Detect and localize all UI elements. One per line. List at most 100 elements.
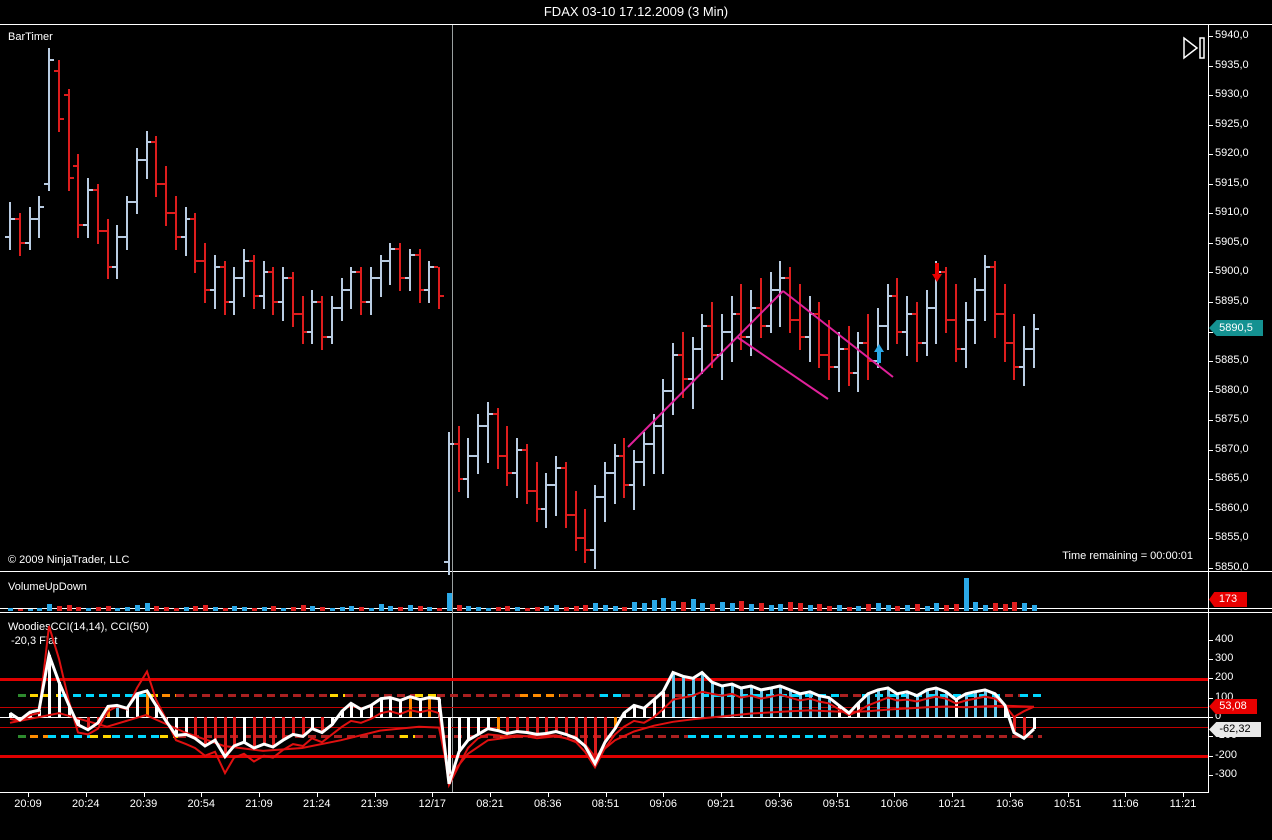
price-bar-close-tick bbox=[323, 336, 327, 339]
cci-chop-lower-segment bbox=[90, 735, 112, 738]
cci-histogram-bar bbox=[350, 703, 353, 717]
cci-chop-lower-segment bbox=[515, 735, 688, 738]
price-bar-close-tick bbox=[460, 478, 464, 481]
cci-chop-lower-segment bbox=[48, 735, 90, 738]
price-bar-close-tick bbox=[372, 277, 376, 280]
time-axis-label: 08:21 bbox=[476, 798, 504, 810]
price-bar bbox=[809, 296, 811, 363]
volume-bar bbox=[817, 604, 822, 611]
volume-bar bbox=[847, 607, 852, 611]
price-bar bbox=[633, 449, 635, 510]
price-bar bbox=[68, 89, 70, 191]
cci-histogram-bar bbox=[565, 717, 568, 735]
price-bar-close-tick bbox=[79, 224, 83, 227]
price-bar-open-tick bbox=[961, 348, 965, 351]
volume-bar bbox=[47, 604, 52, 611]
price-bar bbox=[828, 319, 830, 380]
price-bar-open-tick bbox=[668, 389, 672, 392]
price-bar-open-tick bbox=[610, 472, 614, 475]
price-axis-label: 5885,0 bbox=[1215, 354, 1249, 367]
time-axis-tick bbox=[721, 792, 722, 797]
price-bar bbox=[945, 266, 947, 333]
price-axis-tick bbox=[1208, 183, 1213, 185]
time-axis-tick bbox=[201, 792, 203, 797]
price-bar bbox=[224, 260, 226, 315]
price-bar-open-tick bbox=[54, 70, 58, 73]
volume-bar bbox=[525, 608, 530, 611]
cci-histogram-bar bbox=[97, 717, 100, 723]
cci-chop-lower-segment bbox=[400, 735, 415, 738]
volume-bar bbox=[710, 604, 715, 611]
price-axis-line[interactable] bbox=[1208, 25, 1209, 793]
volume-bar bbox=[866, 604, 871, 611]
price-bar-open-tick bbox=[785, 277, 789, 280]
price-bar-open-tick bbox=[970, 318, 974, 321]
volume-cci-separator[interactable] bbox=[0, 612, 1272, 613]
time-axis-tick bbox=[836, 792, 838, 797]
volume-bar bbox=[281, 608, 286, 611]
price-bar-open-tick bbox=[317, 300, 321, 303]
price-bar bbox=[984, 254, 986, 321]
step-forward-icon[interactable] bbox=[1181, 36, 1207, 60]
cci-histogram-bar bbox=[506, 717, 509, 734]
volume-bar bbox=[76, 607, 81, 611]
volume-bar bbox=[164, 607, 169, 611]
price-bar-open-tick bbox=[834, 366, 838, 369]
cci-axis-tick bbox=[1208, 736, 1213, 738]
price-bar-open-tick bbox=[883, 324, 887, 327]
price-bar-open-tick bbox=[103, 230, 107, 233]
price-bar-close-tick bbox=[157, 182, 161, 185]
price-bar-open-tick bbox=[122, 235, 126, 238]
cci-histogram-bar bbox=[292, 717, 295, 735]
price-bar-close-tick bbox=[908, 312, 912, 315]
cci-histogram-bar bbox=[38, 710, 41, 717]
cci-histogram-bar bbox=[321, 717, 324, 733]
price-bar-open-tick bbox=[717, 354, 721, 357]
price-bar bbox=[38, 195, 40, 238]
cci-histogram-bar bbox=[243, 717, 246, 743]
price-bar bbox=[428, 260, 430, 303]
price-bar bbox=[341, 278, 343, 321]
time-axis-tick bbox=[432, 792, 434, 797]
volume-bar bbox=[145, 603, 150, 611]
volume-bar bbox=[739, 601, 744, 611]
cci-histogram-bar bbox=[331, 717, 334, 725]
price-bar-close-tick bbox=[781, 277, 785, 280]
main-volume-separator[interactable] bbox=[0, 571, 1272, 572]
price-bar bbox=[506, 426, 508, 487]
price-bar-close-tick bbox=[1035, 327, 1039, 330]
cci-histogram-bar bbox=[760, 689, 763, 717]
price-bar-close-tick bbox=[518, 448, 522, 451]
price-bar-close-tick bbox=[99, 230, 103, 233]
price-bar bbox=[545, 473, 547, 528]
price-axis-label: 5935,0 bbox=[1215, 58, 1249, 71]
volume-bar bbox=[593, 603, 598, 611]
cci-white-badge: -62,32 bbox=[1209, 722, 1261, 737]
cci-histogram-bar bbox=[818, 695, 821, 717]
volume-bar bbox=[447, 593, 452, 611]
cci-histogram-bar bbox=[214, 717, 217, 741]
price-axis-tick bbox=[1208, 479, 1213, 481]
volume-bar bbox=[398, 607, 403, 611]
volume-indicator-label: VolumeUpDown bbox=[8, 581, 87, 593]
cci-histogram-bar bbox=[789, 689, 792, 717]
price-bar bbox=[48, 47, 50, 191]
volume-bar bbox=[730, 603, 735, 611]
price-bar-open-tick bbox=[736, 312, 740, 315]
cci-histogram-bar bbox=[263, 717, 266, 745]
price-bar bbox=[731, 296, 733, 363]
price-bar-open-tick bbox=[93, 188, 97, 191]
price-bar-close-tick bbox=[284, 277, 288, 280]
price-bar-open-tick bbox=[5, 235, 9, 238]
price-bar-close-tick bbox=[70, 176, 74, 179]
time-axis-tick bbox=[259, 792, 260, 797]
price-bar-open-tick bbox=[1019, 366, 1023, 369]
time-axis-tick bbox=[28, 792, 29, 797]
price-bar-open-tick bbox=[83, 224, 87, 227]
price-bar-close-tick bbox=[538, 507, 542, 510]
cci-histogram-bar bbox=[224, 717, 227, 757]
time-axis-tick bbox=[778, 792, 780, 797]
cci-chop-upper-segment bbox=[437, 694, 520, 697]
price-bar-open-tick bbox=[590, 549, 594, 552]
volume-bar bbox=[769, 605, 774, 611]
